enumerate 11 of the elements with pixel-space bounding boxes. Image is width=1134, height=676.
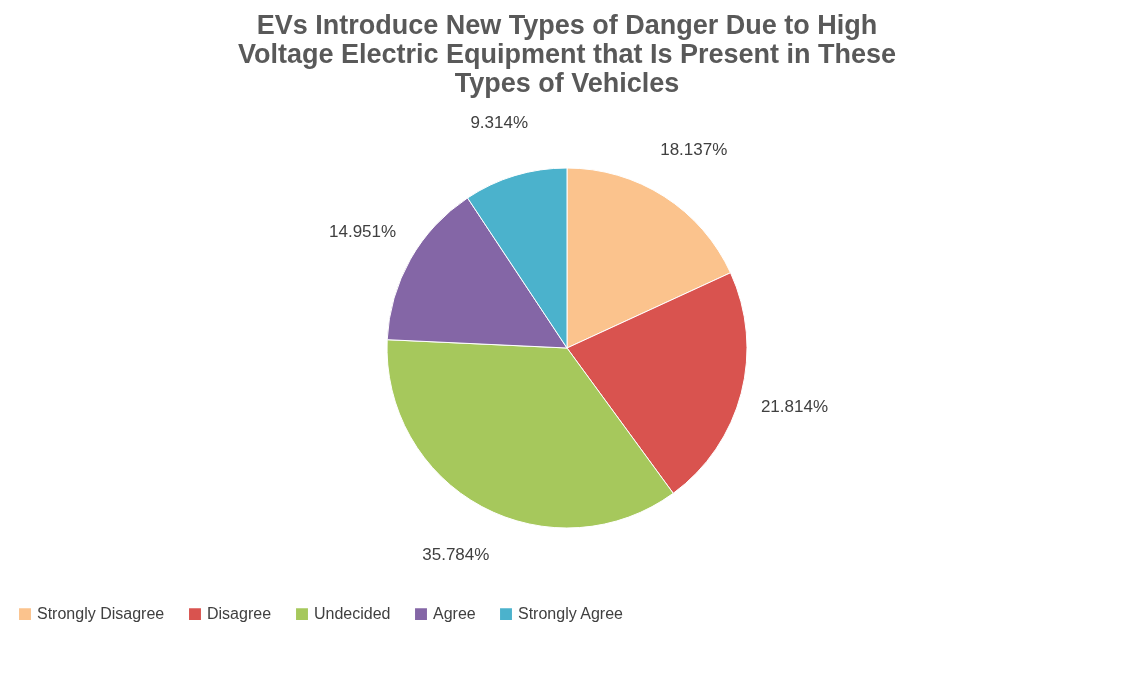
data-label: 21.814% <box>760 397 829 417</box>
data-label: 9.314% <box>470 112 529 132</box>
chart-title: EVs Introduce New Types of Danger Due to High Voltage Electric Equipment that Is Present in These Types of Vehicles <box>237 10 897 98</box>
legend-label: Disagree <box>207 605 272 623</box>
legend-label: Agree <box>433 605 476 623</box>
legend-label: Undecided <box>314 605 391 623</box>
data-label: 14.951% <box>329 222 397 242</box>
legend-label: Strongly Disagree <box>37 605 165 623</box>
data-label: 35.784% <box>422 545 490 565</box>
data-label: 18.137% <box>660 140 728 160</box>
legend-label: Strongly Agree <box>518 605 624 623</box>
